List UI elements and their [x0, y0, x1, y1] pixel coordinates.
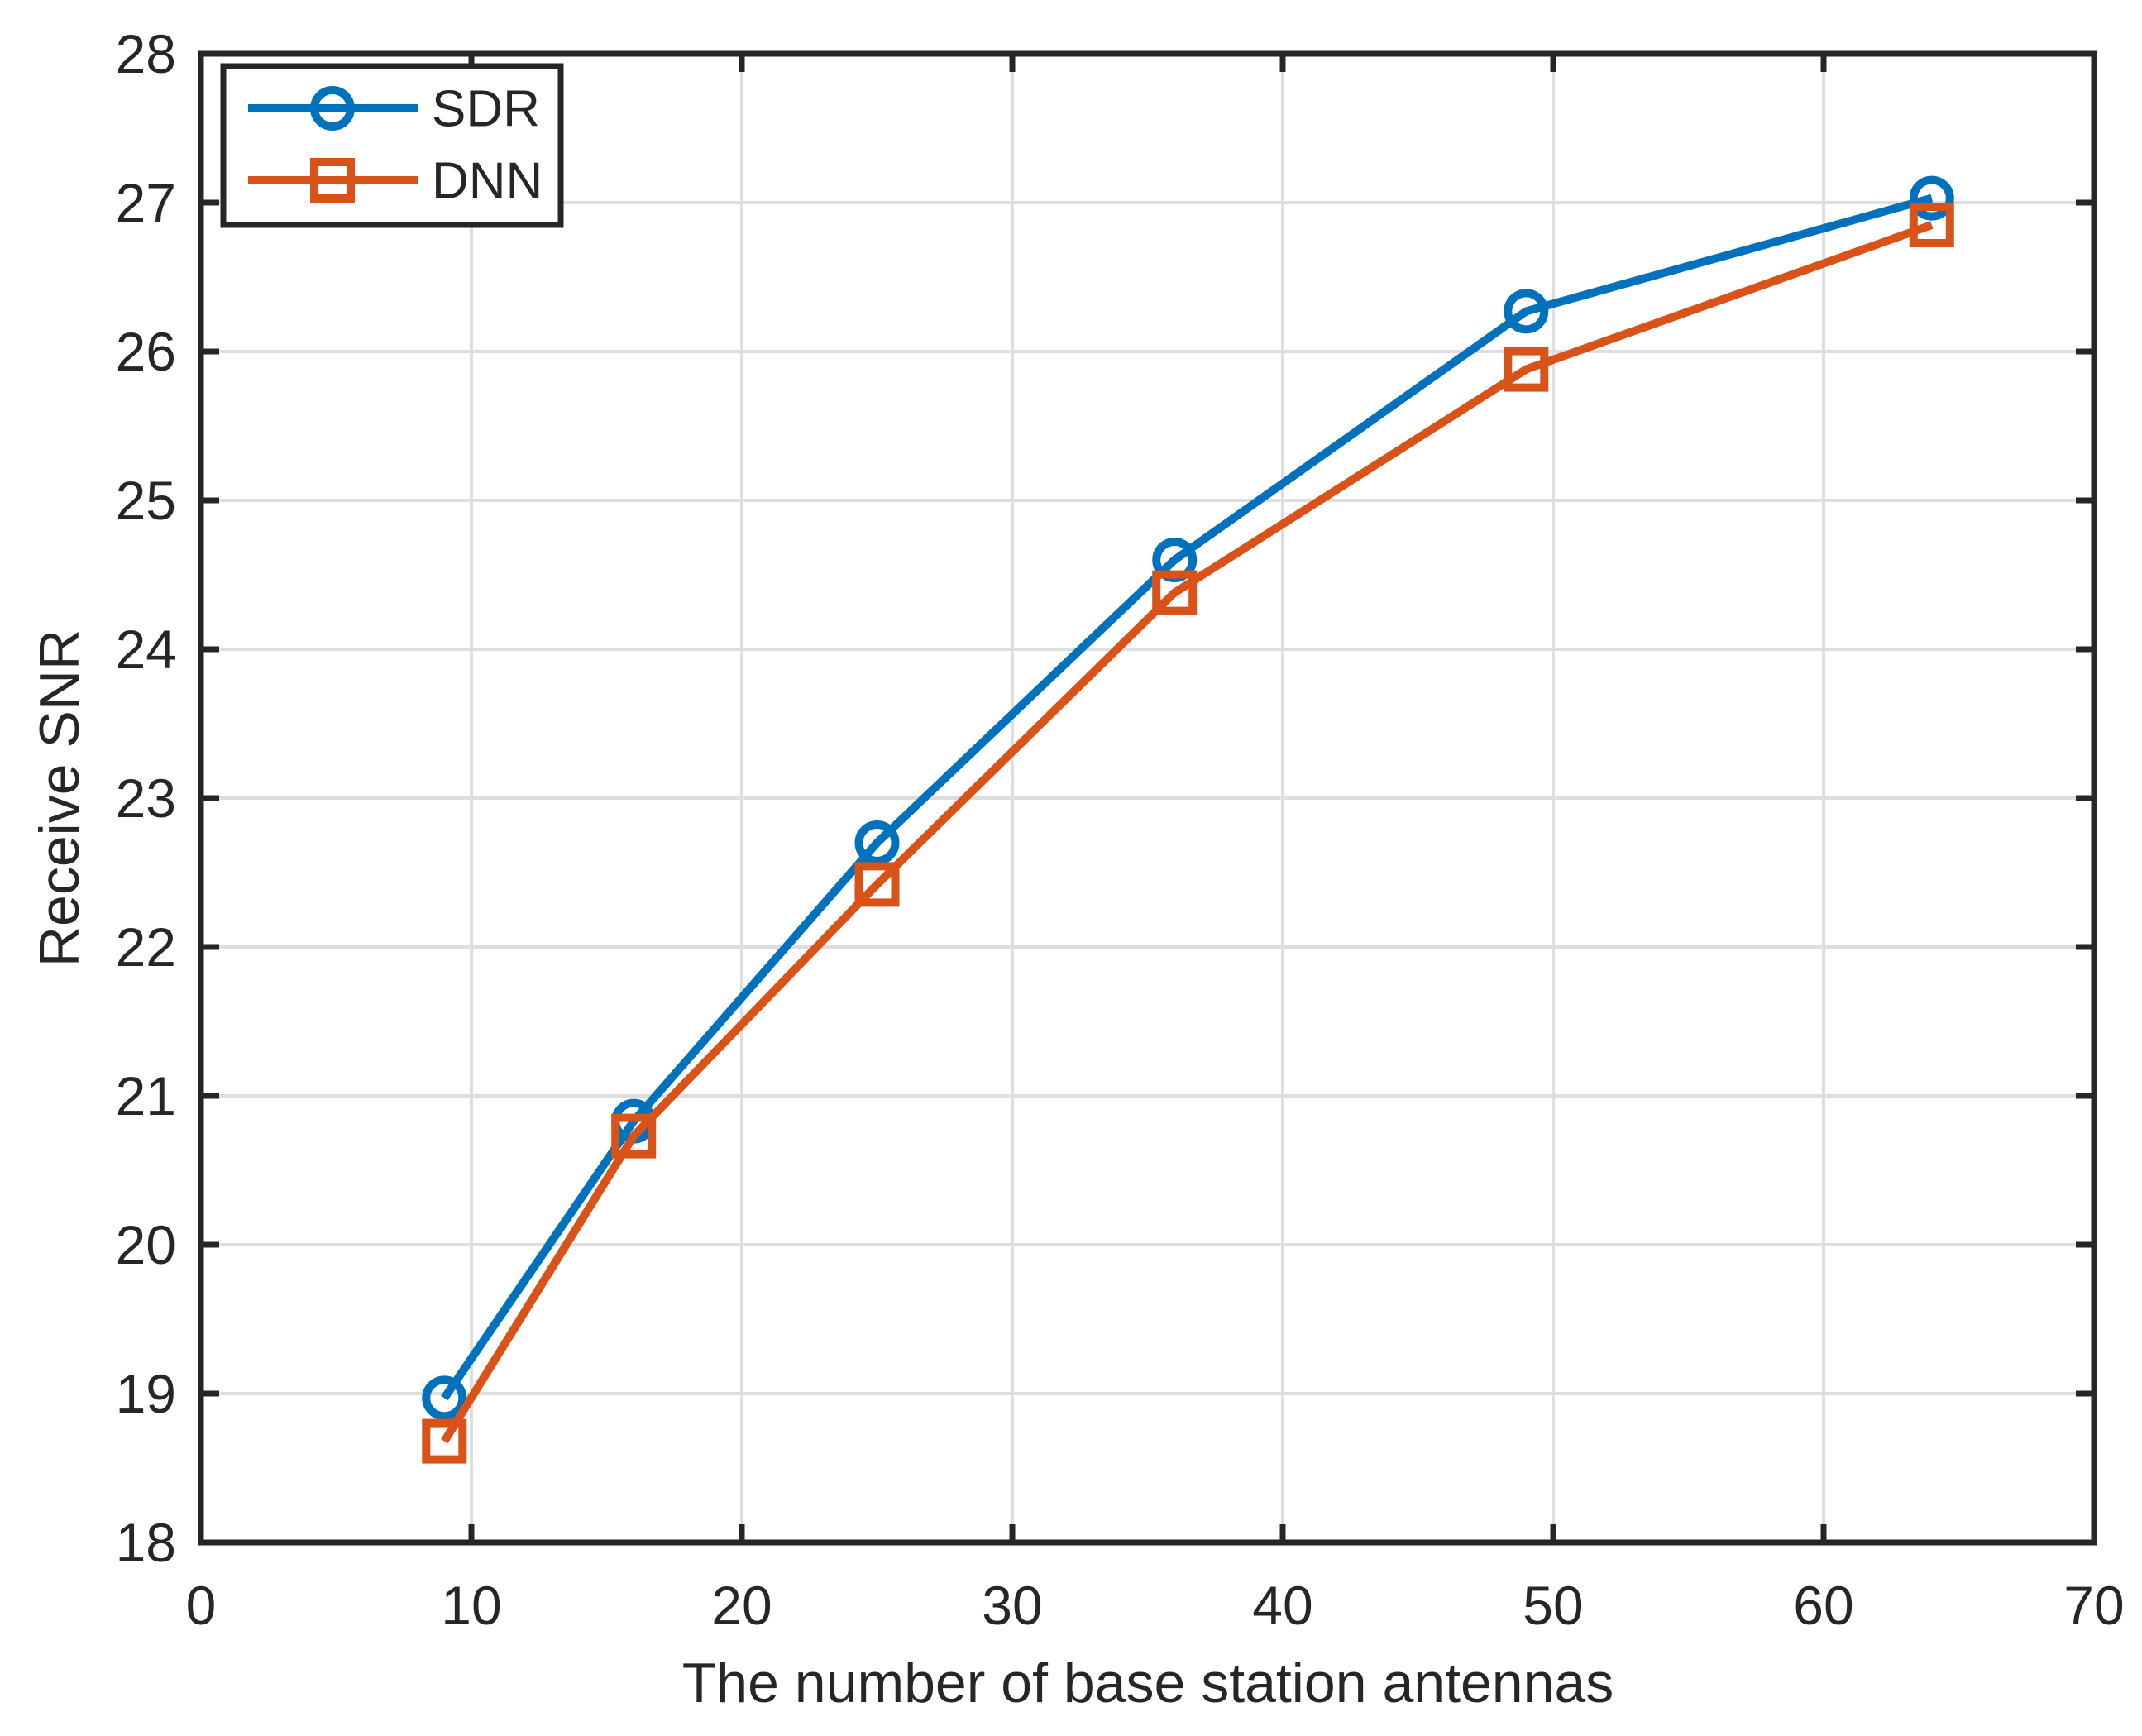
y-tick-label: 23	[116, 768, 176, 829]
y-tick-labels: 18 19 20 21 22 23 24 25 26 27 28	[116, 23, 176, 1573]
legend-box	[220, 63, 564, 228]
legend-label-dnn: DNN	[432, 153, 543, 210]
x-tick-label: 20	[711, 1575, 772, 1636]
y-tick-label: 28	[116, 23, 176, 84]
marker-square-icon	[1504, 347, 1549, 392]
y-tick-label: 26	[116, 321, 176, 382]
y-axis-label: Receive SNR	[28, 629, 91, 967]
y-tick-label: 21	[116, 1065, 176, 1126]
x-axis-label: The number of base station antennas	[682, 1652, 1614, 1714]
series-dnn	[422, 203, 1954, 1464]
marker-square-icon	[1152, 570, 1198, 615]
legend-entry-sdr: SDR	[248, 81, 540, 138]
axis-ticks	[198, 50, 2097, 1546]
x-tick-labels: 0 10 20 30 40 50 60 70	[186, 1575, 2125, 1636]
series-line	[441, 194, 1934, 1401]
marker-circle-icon	[854, 820, 900, 865]
x-tick-label: 0	[186, 1575, 217, 1636]
x-tick-label: 50	[1523, 1575, 1583, 1636]
x-tick-label: 30	[982, 1575, 1042, 1636]
y-tick-label: 22	[116, 916, 176, 978]
x-tick-label: 60	[1793, 1575, 1853, 1636]
marker-circle-icon	[1909, 175, 1954, 221]
marker-square-icon	[854, 862, 900, 907]
marker-circle-icon	[422, 1375, 467, 1421]
marker-circle-icon	[1504, 289, 1549, 334]
y-tick-label: 27	[116, 172, 176, 233]
y-tick-label: 19	[116, 1363, 176, 1424]
x-tick-label: 70	[2063, 1575, 2124, 1636]
x-tick-label: 40	[1252, 1575, 1312, 1636]
data-series	[422, 175, 1954, 1464]
series-line	[441, 221, 1934, 1444]
y-tick-label: 18	[116, 1512, 176, 1573]
y-tick-label: 24	[116, 619, 176, 680]
legend: SDR DNN	[220, 63, 564, 228]
x-tick-label: 10	[441, 1575, 501, 1636]
legend-entry-dnn: DNN	[248, 153, 543, 210]
marker-square-icon	[611, 1113, 657, 1159]
legend-label-sdr: SDR	[432, 81, 540, 138]
marker-square-icon	[422, 1418, 467, 1464]
marker-square-icon	[1909, 203, 1954, 247]
y-tick-label: 20	[116, 1214, 176, 1275]
legend-circle-marker-icon	[310, 86, 355, 131]
legend-square-marker-icon	[310, 158, 355, 203]
gridlines	[201, 54, 2094, 1542]
y-tick-label: 25	[116, 470, 176, 531]
